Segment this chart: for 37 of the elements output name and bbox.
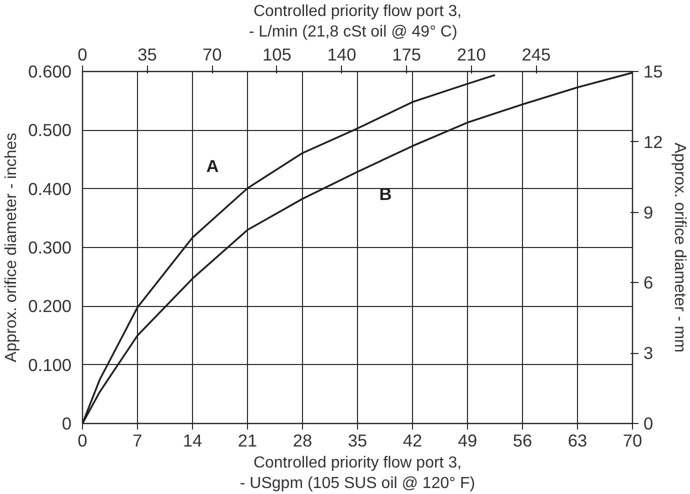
x-tick-label: 28: [292, 430, 312, 450]
y-tick-label: 0.200: [28, 296, 72, 316]
x-tick-label: 56: [512, 430, 532, 450]
x-tick-label: 70: [622, 430, 642, 450]
x-tick-label: 0: [78, 430, 88, 450]
x-tick-label: 7: [132, 430, 142, 450]
y-tick-label: 0.100: [28, 354, 72, 375]
y2-tick-label: 6: [644, 272, 654, 293]
x2-tick-label: 245: [522, 44, 551, 64]
x2-tick-label: 175: [392, 44, 422, 64]
x-tick-label: 42: [402, 430, 422, 450]
x-axis-title: Controlled priority flow port 3, - USgpm (105 SUS oil @ 120° F): [240, 454, 476, 492]
x-tick-label: 49: [458, 430, 478, 450]
y-tick-label: 0.600: [28, 62, 72, 82]
x2-tick-label: 70: [202, 44, 222, 64]
x-tick-label: 63: [568, 430, 588, 450]
x2-tick-label: 0: [78, 44, 88, 64]
y-tick-label: 0.300: [28, 238, 72, 258]
x2-axis-title: Controlled priority flow port 3, - L/min (21,8 cSt oil @ 49° C): [248, 3, 462, 40]
x2-tick-label: 35: [138, 44, 157, 64]
x2-tick-label: 210: [456, 44, 486, 64]
y2-tick-label: 15: [644, 62, 663, 82]
y-tick-label: 0: [62, 414, 72, 434]
y-tick-label: 0.400: [28, 178, 72, 199]
x-tick-label: 14: [182, 430, 202, 450]
y2-tick-label: 12: [644, 132, 663, 152]
x2-tick-label: 140: [327, 44, 356, 64]
y2-tick-label: 3: [644, 343, 654, 364]
y2-axis-title: Approx. orifice diameter - mm: [670, 142, 688, 352]
series-label: A: [206, 156, 220, 176]
y2-tick-label: 0: [644, 414, 654, 434]
y2-tick-label: 9: [644, 202, 654, 222]
x-tick-label: 35: [348, 430, 368, 450]
x-tick-label: 21: [238, 430, 258, 450]
y-tick-label: 0.500: [28, 120, 72, 140]
y-axis-title: Approx. orifice diameter - inches: [3, 132, 20, 362]
x2-tick-label: 105: [262, 44, 292, 64]
